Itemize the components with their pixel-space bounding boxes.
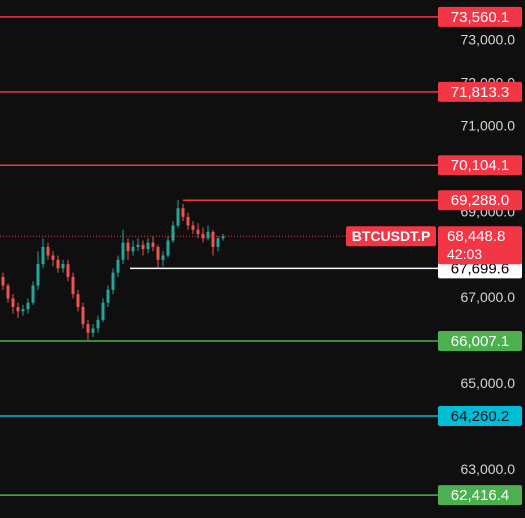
candle-body xyxy=(51,255,55,260)
candle-body xyxy=(191,225,195,230)
candle-body xyxy=(56,259,60,269)
candle-body xyxy=(86,324,90,333)
current-price-box xyxy=(438,226,522,265)
candle-body xyxy=(111,272,115,290)
candle-body xyxy=(126,242,130,252)
y-tick-label: 73,000.0 xyxy=(461,32,516,48)
candle-body xyxy=(201,234,205,239)
symbol-label: BTCUSDT.P xyxy=(352,228,431,244)
candle-body xyxy=(141,244,145,250)
candle-body xyxy=(81,307,85,325)
level-label-box xyxy=(438,406,522,427)
level-label-box xyxy=(438,485,522,506)
candle-body xyxy=(31,285,35,303)
candle-body xyxy=(71,276,75,295)
candle-body xyxy=(151,242,155,247)
level-label-box xyxy=(438,81,522,102)
candle-body xyxy=(161,255,165,260)
candle-body xyxy=(156,246,160,260)
level-label-box xyxy=(438,331,522,352)
candle-body xyxy=(16,307,20,312)
y-tick-label: 63,000.0 xyxy=(461,461,516,477)
current-price-label: 68,448.8 xyxy=(447,228,505,245)
candle-body xyxy=(26,302,30,310)
candle-body xyxy=(21,309,25,312)
candle-body xyxy=(6,285,10,299)
candle-body xyxy=(116,259,120,273)
candle-body xyxy=(41,246,45,265)
level-label-box xyxy=(438,155,522,176)
candle-body xyxy=(96,319,100,329)
level-label: 67,699.6 xyxy=(451,260,509,277)
candle-body xyxy=(61,264,65,269)
level-label-box xyxy=(438,6,522,27)
candle-body xyxy=(1,276,5,286)
level-label-box xyxy=(438,190,522,211)
level-label: 69,288.0 xyxy=(451,192,509,209)
level-label: 66,007.1 xyxy=(451,333,509,350)
candle-body xyxy=(36,264,40,286)
candle-body xyxy=(206,231,210,239)
candle-body xyxy=(171,225,175,241)
level-label: 73,560.1 xyxy=(451,9,509,26)
level-label: 64,260.2 xyxy=(451,408,509,425)
candle-body xyxy=(216,238,220,247)
candle-body xyxy=(76,294,80,308)
countdown-label: 42:03 xyxy=(447,246,482,262)
symbol-box xyxy=(346,226,436,247)
candle-body xyxy=(136,244,140,247)
level-label: 70,104.1 xyxy=(451,157,509,174)
candle-body xyxy=(101,302,105,320)
candle-body xyxy=(121,242,125,260)
candle-body xyxy=(46,246,50,256)
candle-body xyxy=(166,240,170,256)
candle-body xyxy=(146,242,150,250)
candle-body xyxy=(221,236,225,239)
level-label: 62,416.4 xyxy=(451,487,509,504)
candle-body xyxy=(66,264,70,277)
candle-body xyxy=(196,229,200,235)
candle-body xyxy=(186,216,190,226)
candle-body xyxy=(11,298,15,308)
level-label: 71,813.3 xyxy=(451,84,509,101)
candle-body xyxy=(181,208,185,217)
candle-body xyxy=(211,231,215,247)
candle-body xyxy=(176,208,180,226)
candle-body xyxy=(131,246,135,252)
y-tick-label: 71,000.0 xyxy=(461,117,516,133)
y-tick-label: 65,000.0 xyxy=(461,375,516,391)
candle-body xyxy=(106,289,110,303)
candle-body xyxy=(91,328,95,333)
y-tick-label: 67,000.0 xyxy=(461,289,516,305)
